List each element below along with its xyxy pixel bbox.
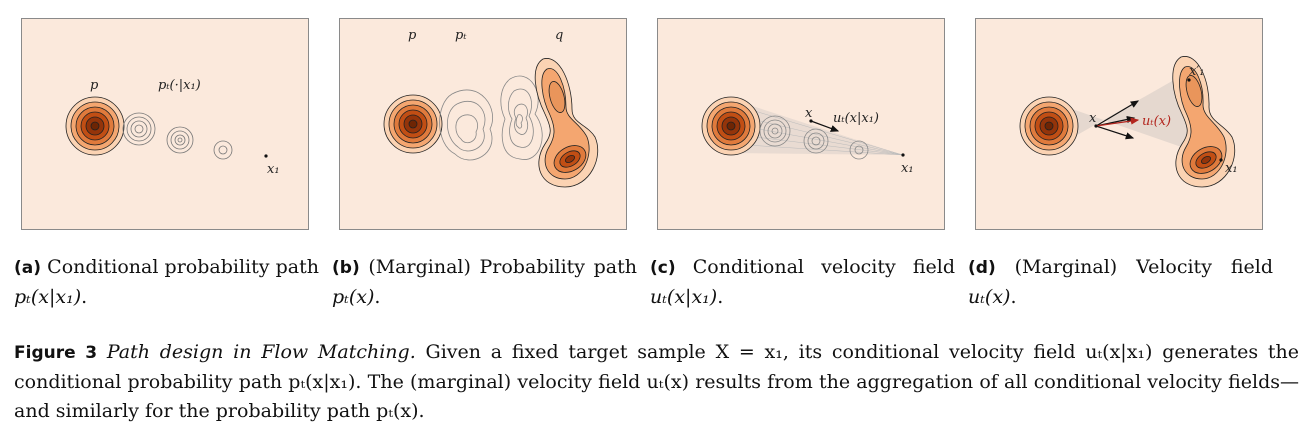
panel-c-conditional-velocity-field: x uₜ(x|x₁) x₁ [657, 18, 945, 230]
subcaption-text: (Marginal) Probability path [368, 256, 637, 278]
label-x1: x₁ [1225, 161, 1238, 176]
panel-b-plot: p pₜ q [383, 28, 599, 188]
panel-a-conditional-probability-path: p pₜ(·|x₁) x₁ [21, 18, 309, 230]
subcaption-math: pₜ(x|x₁) [14, 286, 82, 308]
label-ut-given-x1: uₜ(x|x₁) [833, 111, 879, 126]
conditional-path-contours [122, 112, 233, 160]
label-p: p [90, 78, 99, 93]
panel-b-marginal-probability-path: p pₜ q [339, 18, 627, 230]
marginal-velocity-arrow [1095, 117, 1140, 127]
subcaption-tag: (c) [650, 258, 676, 278]
target-point-x1 [1219, 158, 1223, 162]
label-x1: x₁ [901, 161, 914, 176]
label-pt-given-x1: pₜ(·|x₁) [158, 78, 201, 93]
target-density-q [534, 58, 599, 188]
panel-d-marginal-velocity-field: x uₜ(x) x′₁ x₁ [975, 18, 1263, 230]
subcaption-text: Conditional velocity field [692, 256, 956, 278]
subcaption-end: . [1010, 286, 1017, 308]
panel-c-plot: x uₜ(x|x₁) x₁ [701, 96, 914, 176]
subcaption-text: (Marginal) Velocity field [1014, 256, 1273, 278]
figure-caption-title: Path design in Flow Matching. [106, 341, 416, 363]
label-p: p [408, 28, 417, 43]
subcaption-a: (a) Conditional probability path pₜ(x|x₁… [14, 253, 319, 312]
subcaption-end: . [81, 286, 88, 308]
source-density-p [383, 94, 443, 154]
target-point-x1 [264, 154, 268, 158]
target-point-x1-prime [1187, 78, 1191, 82]
conditional-path-contours [759, 115, 869, 160]
figure-caption-text: Given a fixed target sample X = x₁, its … [14, 341, 1299, 422]
target-density-q [1172, 56, 1236, 188]
label-x1: x₁ [267, 162, 280, 177]
label-x: x [805, 106, 813, 121]
subcaption-tag: (d) [968, 258, 996, 278]
subcaption-end: . [717, 286, 724, 308]
subcaption-math: uₜ(x) [968, 286, 1011, 308]
subcaption-c: (c) Conditional velocity field uₜ(x|x₁). [650, 253, 955, 312]
point-x [1094, 124, 1098, 128]
subcaption-math: uₜ(x|x₁) [650, 286, 718, 308]
marginal-path-contours [439, 75, 543, 161]
source-density-p [701, 96, 761, 156]
label-x1-prime: x′₁ [1189, 64, 1205, 79]
source-density-p [65, 96, 125, 156]
subcaption-b: (b) (Marginal) Probability path pₜ(x). [332, 253, 637, 312]
subcaption-math: pₜ(x) [332, 286, 375, 308]
source-density-p [1019, 96, 1079, 156]
figure-caption: Figure 3 Path design in Flow Matching. G… [14, 338, 1299, 426]
label-ut: uₜ(x) [1142, 114, 1171, 129]
subcaption-tag: (b) [332, 258, 360, 278]
velocity-arrow [810, 120, 840, 132]
subcaption-tag: (a) [14, 258, 42, 278]
target-point-x1 [901, 153, 905, 157]
subcaption-text: Conditional probability path [47, 256, 320, 278]
label-pt: pₜ [455, 28, 467, 43]
label-x: x [1089, 111, 1097, 126]
subcaption-d: (d) (Marginal) Velocity field uₜ(x). [968, 253, 1273, 312]
panel-d-plot: x uₜ(x) x′₁ x₁ [1019, 56, 1238, 188]
label-q: q [555, 28, 563, 43]
figure-caption-tag: Figure 3 [14, 343, 98, 363]
subcaption-end: . [374, 286, 381, 308]
panel-a-plot: p pₜ(·|x₁) x₁ [65, 78, 280, 177]
